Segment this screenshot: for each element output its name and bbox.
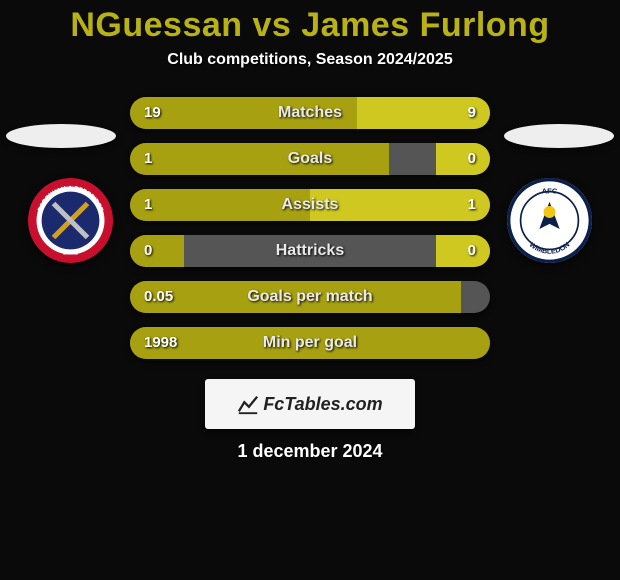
stat-row: 10Goals: [130, 143, 490, 175]
stat-label: Matches: [130, 97, 490, 129]
svg-text:AFC: AFC: [542, 186, 558, 195]
stat-label: Assists: [130, 189, 490, 221]
watermark-text: FcTables.com: [263, 394, 382, 415]
page-title: NGuessan vs James Furlong: [0, 0, 620, 45]
comparison-infographic: NGuessan vs James Furlong Club competiti…: [0, 0, 620, 580]
stat-label: Hattricks: [130, 235, 490, 267]
stat-row: 00Hattricks: [130, 235, 490, 267]
stat-row: 1998Min per goal: [130, 327, 490, 359]
chart-icon: [237, 393, 259, 415]
stat-label: Goals per match: [130, 281, 490, 313]
stat-row: 11Assists: [130, 189, 490, 221]
right-club-badge: AFC WIMBLEDON: [507, 178, 592, 263]
left-club-badge: DAGENHAM & REDBRIDGE 1992: [28, 178, 113, 263]
page-subtitle: Club competitions, Season 2024/2025: [0, 51, 620, 69]
svg-text:1992: 1992: [63, 250, 78, 257]
stat-row: 0.05Goals per match: [130, 281, 490, 313]
watermark: FcTables.com: [205, 379, 415, 429]
left-ellipse-decoration: [6, 124, 116, 148]
date-label: 1 december 2024: [0, 441, 620, 462]
right-ellipse-decoration: [504, 124, 614, 148]
stat-label: Min per goal: [130, 327, 490, 359]
stat-row: 199Matches: [130, 97, 490, 129]
stat-label: Goals: [130, 143, 490, 175]
